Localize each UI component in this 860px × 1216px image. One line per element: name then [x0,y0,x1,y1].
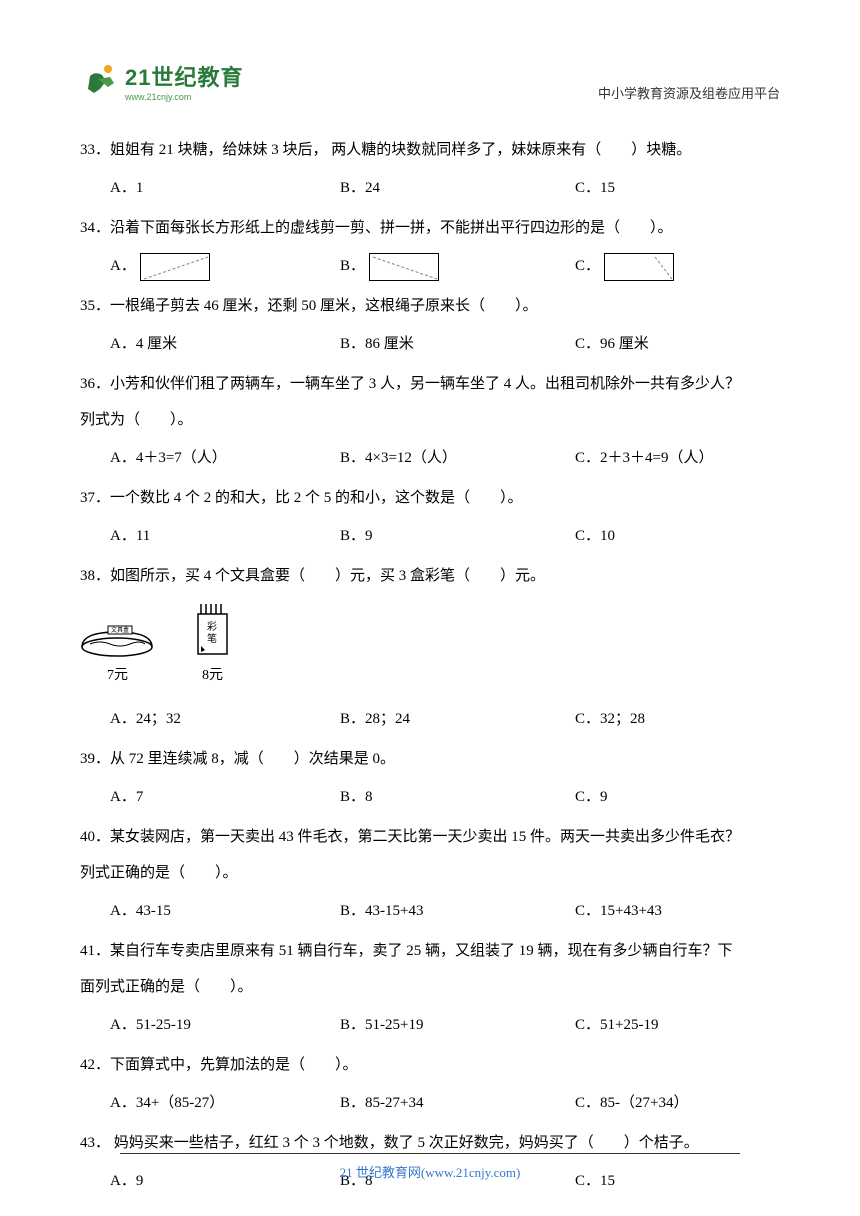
price-2: 8元 [202,659,223,693]
logo-icon [80,61,120,101]
question-38: 38．如图所示，买 4 个文具盒要（ ）元，买 3 盒彩笔（ ）元。 文具盒 7… [80,558,780,737]
options-row: A． B． C． [80,248,780,284]
option-a: A．11 [110,518,340,554]
question-35: 35．一根绳子剪去 46 厘米，还剩 50 厘米，这根绳子原来长（ ）。 A．4… [80,288,780,362]
content-area: 33．姐姐有 21 块糖，给妹妹 3 块后， 两人糖的块数就同样多了，妹妹原来有… [80,132,780,1199]
option-c: C．85-（27+34） [575,1085,780,1121]
option-b: B．9 [340,518,575,554]
question-42: 42．下面算式中，先算加法的是（ ）。 A．34+（85-27） B．85-27… [80,1047,780,1121]
logo: 21世纪教育 www.21cnjy.com [80,60,243,102]
option-c: C．10 [575,518,780,554]
question-text: 41．某自行车专卖店里原来有 51 辆自行车，卖了 25 辆，又组装了 19 辆… [80,933,780,969]
logo-text-block: 21世纪教育 www.21cnjy.com [125,60,243,102]
question-34: 34．沿着下面每张长方形纸上的虚线剪一剪、拼一拼，不能拼出平行四边形的是（ ）。… [80,210,780,284]
logo-sub-text: www.21cnjy.com [125,92,243,102]
options-row: A．4＋3=7（人） B．4×3=12（人） C．2＋3＋4=9（人） [80,440,780,476]
question-41: 41．某自行车专卖店里原来有 51 辆自行车，卖了 25 辆，又组装了 19 辆… [80,933,780,1043]
pencil-case-icon: 文具盒 [80,622,155,657]
price-1: 7元 [107,659,128,693]
options-row: A．51-25-19 B．51-25+19 C．51+25-19 [80,1007,780,1043]
option-c: C．51+25-19 [575,1007,780,1043]
option-b: B．43-15+43 [340,893,575,929]
question-text: 40．某女装网店，第一天卖出 43 件毛衣，第二天比第一天少卖出 15 件。两天… [80,819,780,855]
option-b: B．24 [340,170,575,206]
options-row: A．7 B．8 C．9 [80,779,780,815]
option-c: C．15 [575,170,780,206]
rect-diagram-b [369,253,439,281]
options-row: A．1 B．24 C．15 [80,170,780,206]
options-row: A．4 厘米 B．86 厘米 C．96 厘米 [80,326,780,362]
option-c: C．9 [575,779,780,815]
product-images: 文具盒 7元 彩 笔 8元 [80,602,780,693]
option-a: A．51-25-19 [110,1007,340,1043]
options-row: A．24；32 B．28；24 C．32；28 [80,701,780,737]
option-c: C．32；28 [575,701,780,737]
question-text: 37．一个数比 4 个 2 的和大，比 2 个 5 的和小，这个数是（ ）。 [80,480,780,516]
logo-main-text: 21世纪教育 [125,60,243,92]
option-a: A．34+（85-27） [110,1085,340,1121]
option-b: B． [340,248,575,284]
option-a: A．43-15 [110,893,340,929]
option-a: A．4＋3=7（人） [110,440,340,476]
options-row: A．11 B．9 C．10 [80,518,780,554]
page-footer: 21 世纪教育网(www.21cnjy.com) [0,1153,860,1181]
option-b: B．28；24 [340,701,575,737]
option-c: C．2＋3＋4=9（人） [575,440,780,476]
pencil-case-item: 文具盒 7元 [80,622,155,693]
svg-text:彩: 彩 [207,621,217,633]
option-c: C．15+43+43 [575,893,780,929]
footer-text: 21 世纪教育网 [340,1165,421,1180]
footer-link: (www.21cnjy.com) [421,1165,520,1180]
options-row: A．34+（85-27） B．85-27+34 C．85-（27+34） [80,1085,780,1121]
option-b: B．85-27+34 [340,1085,575,1121]
header-right-text: 中小学教育资源及组卷应用平台 [598,83,780,102]
question-text: 34．沿着下面每张长方形纸上的虚线剪一剪、拼一拼，不能拼出平行四边形的是（ ）。 [80,210,780,246]
svg-text:笔: 笔 [207,632,217,645]
option-c: C．96 厘米 [575,326,780,362]
option-b: B．4×3=12（人） [340,440,575,476]
rect-diagram-a [140,253,210,281]
question-text: 39．从 72 里连续减 8，减（ ）次结果是 0。 [80,741,780,777]
option-b: B．8 [340,779,575,815]
crayon-box-item: 彩 笔 8元 [195,602,230,693]
option-c: C． [575,248,780,284]
question-continuation: 列式为（ ）。 [80,402,780,438]
question-40: 40．某女装网店，第一天卖出 43 件毛衣，第二天比第一天少卖出 15 件。两天… [80,819,780,929]
question-text: 33．姐姐有 21 块糖，给妹妹 3 块后， 两人糖的块数就同样多了，妹妹原来有… [80,132,780,168]
crayon-box-icon: 彩 笔 [195,602,230,657]
question-text: 38．如图所示，买 4 个文具盒要（ ）元，买 3 盒彩笔（ ）元。 [80,558,780,594]
question-39: 39．从 72 里连续减 8，减（ ）次结果是 0。 A．7 B．8 C．9 [80,741,780,815]
option-b: B．51-25+19 [340,1007,575,1043]
question-continuation: 列式正确的是（ ）。 [80,855,780,891]
svg-text:文具盒: 文具盒 [111,626,129,634]
question-33: 33．姐姐有 21 块糖，给妹妹 3 块后， 两人糖的块数就同样多了，妹妹原来有… [80,132,780,206]
rect-diagram-c [604,253,674,281]
option-a: A． [110,248,340,284]
question-text: 35．一根绳子剪去 46 厘米，还剩 50 厘米，这根绳子原来长（ ）。 [80,288,780,324]
option-b: B．86 厘米 [340,326,575,362]
page-header: 21世纪教育 www.21cnjy.com 中小学教育资源及组卷应用平台 [80,60,780,102]
question-36: 36．小芳和伙伴们租了两辆车，一辆车坐了 3 人，另一辆车坐了 4 人。出租司机… [80,366,780,476]
option-a: A．24；32 [110,701,340,737]
option-a: A．4 厘米 [110,326,340,362]
option-a: A．7 [110,779,340,815]
option-a: A．1 [110,170,340,206]
question-text: 42．下面算式中，先算加法的是（ ）。 [80,1047,780,1083]
question-continuation: 面列式正确的是（ ）。 [80,969,780,1005]
footer-divider [120,1153,740,1154]
question-text: 36．小芳和伙伴们租了两辆车，一辆车坐了 3 人，另一辆车坐了 4 人。出租司机… [80,366,780,402]
question-37: 37．一个数比 4 个 2 的和大，比 2 个 5 的和小，这个数是（ ）。 A… [80,480,780,554]
options-row: A．43-15 B．43-15+43 C．15+43+43 [80,893,780,929]
